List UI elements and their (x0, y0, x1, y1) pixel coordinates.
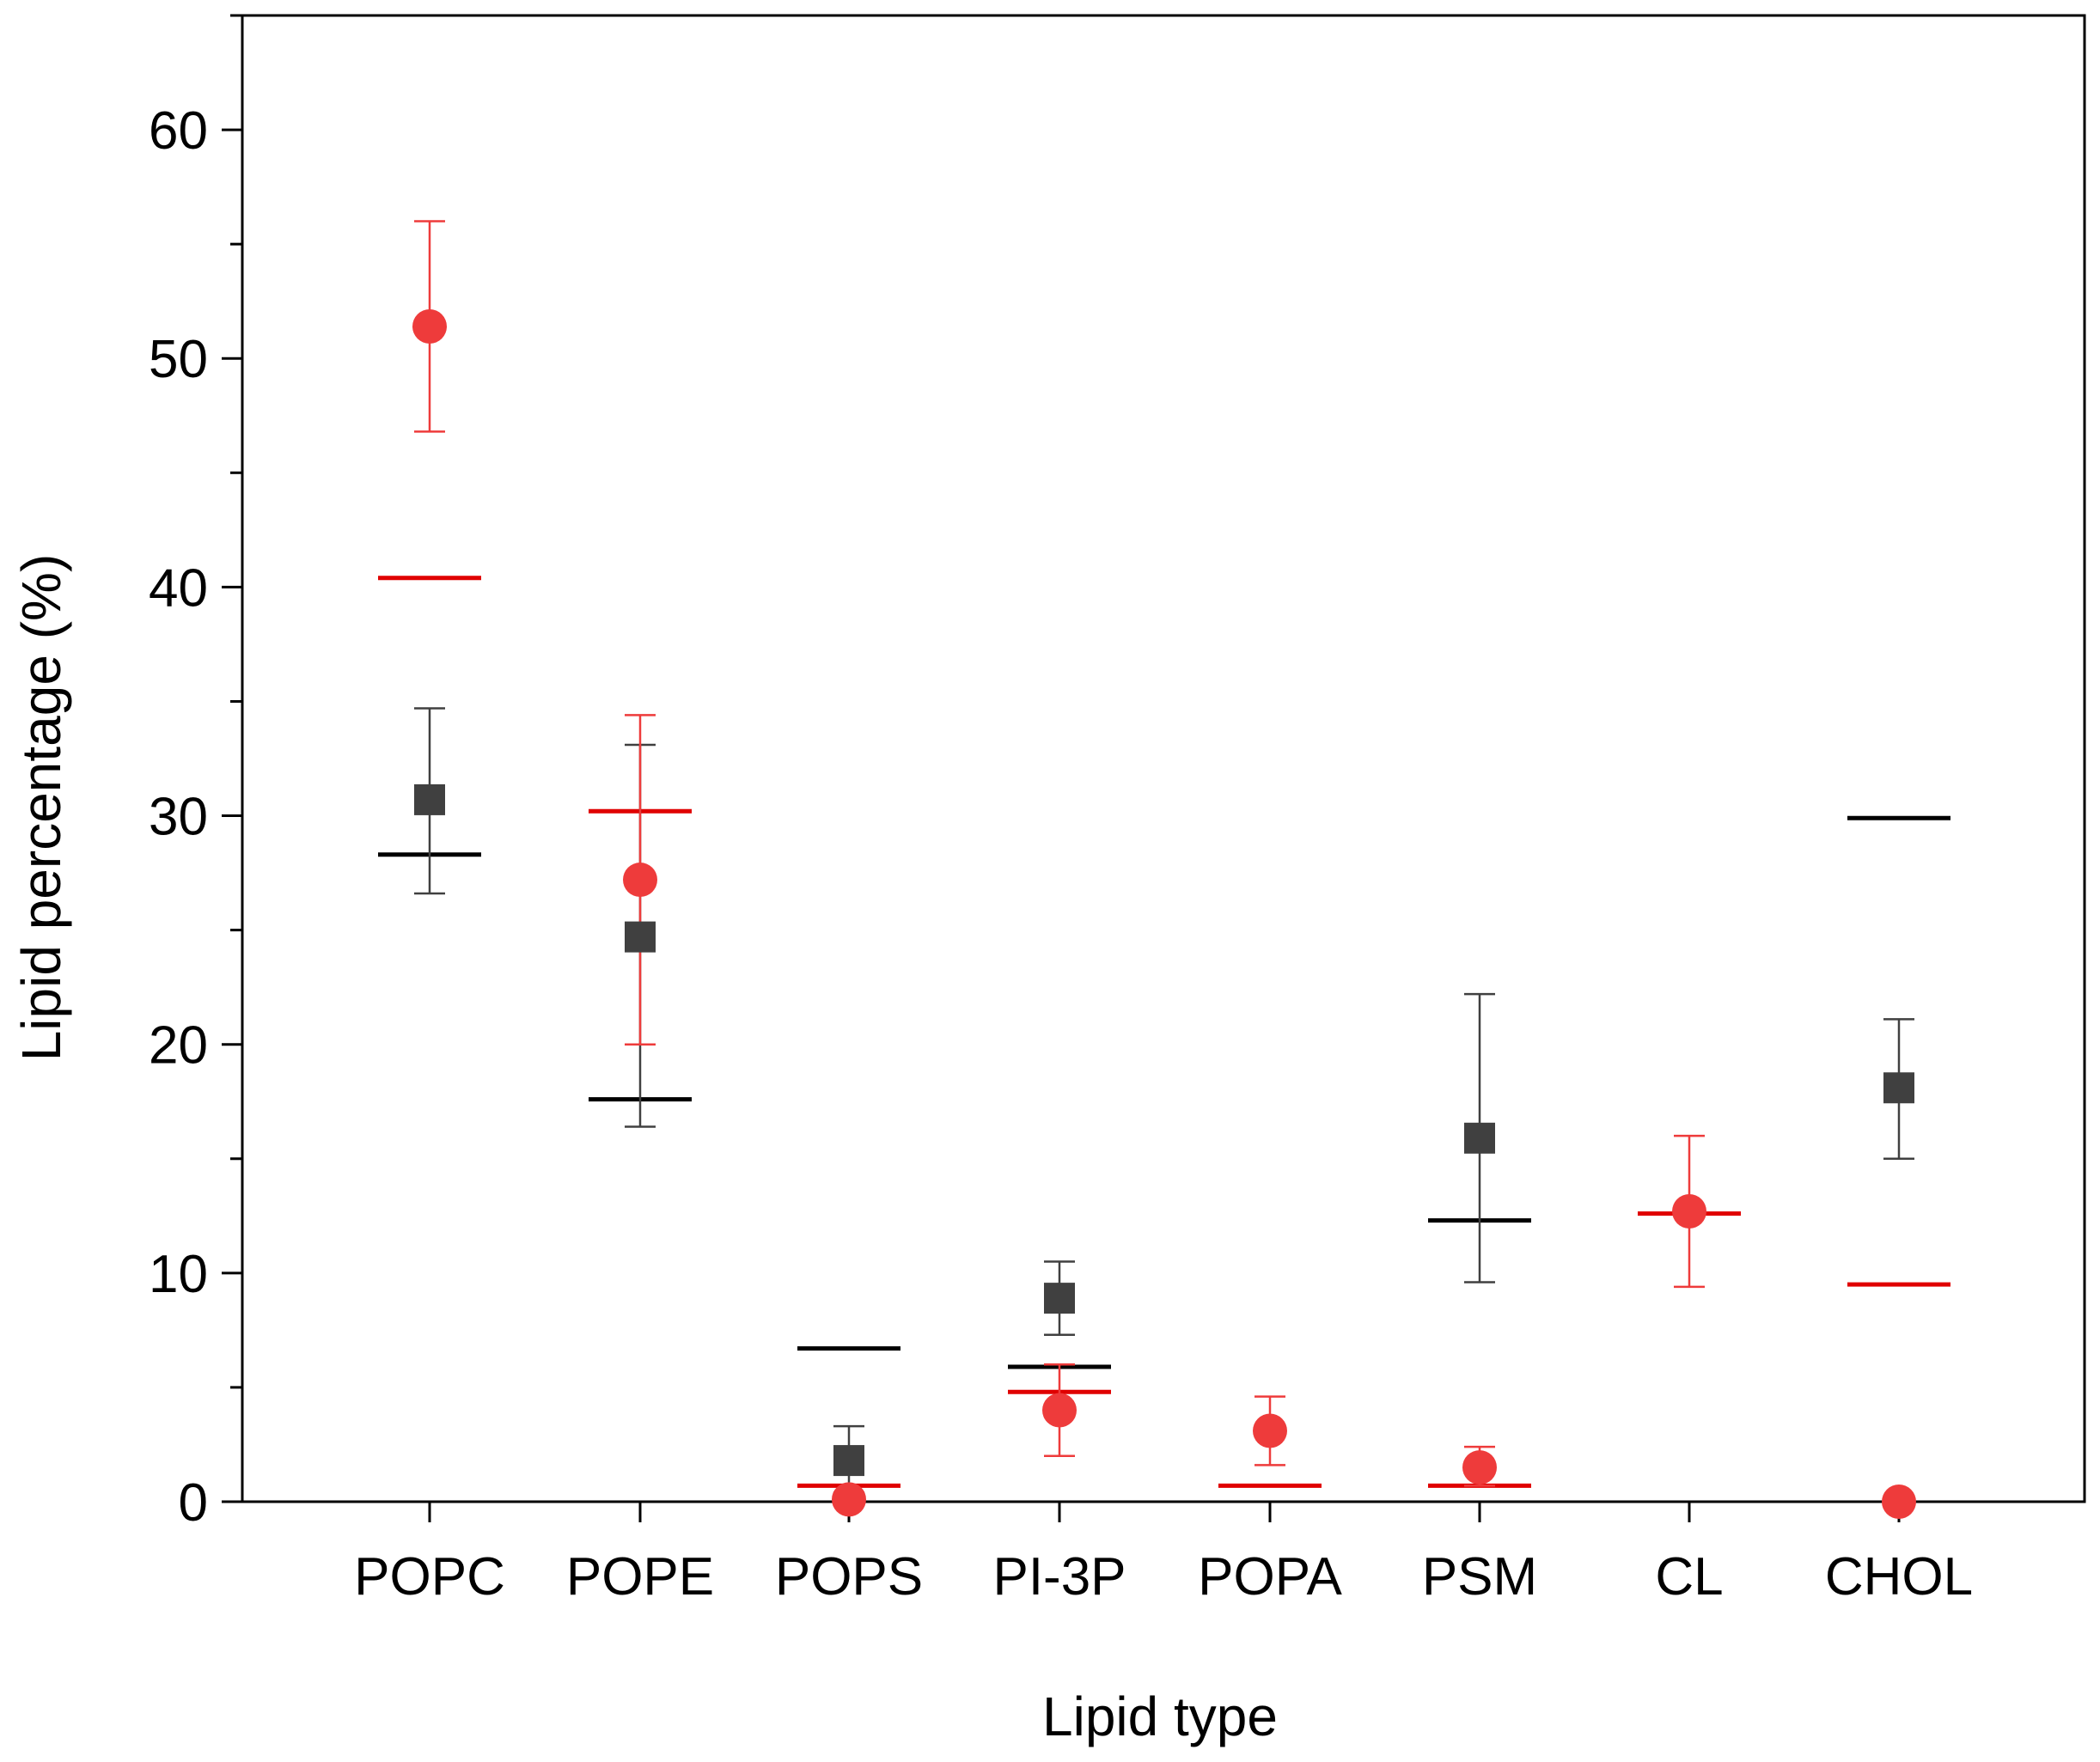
data-point-square (1044, 1283, 1075, 1314)
y-axis: 0 10 20 30 40 50 60 (149, 14, 242, 1533)
data-point-square (1464, 1122, 1495, 1154)
data-point-circle (623, 863, 657, 898)
y-axis-title: Lipid percentage (%) (10, 554, 72, 1062)
plot-area-frame (241, 14, 2086, 1503)
x-tick-label-psm: PSM (1422, 1547, 1537, 1607)
data-point-square (833, 1445, 864, 1477)
data-point-circle (1042, 1393, 1077, 1428)
x-tick-label-popa: POPA (1198, 1547, 1342, 1607)
x-tick-label-popc: POPC (354, 1547, 505, 1607)
x-axis-title: Lipid type (1042, 1686, 1278, 1747)
y-tick-label: 40 (149, 558, 208, 618)
data-point-circle (1882, 1485, 1916, 1519)
data-point-square (1883, 1072, 1914, 1104)
data-point-square (414, 783, 445, 815)
y-tick-label: 0 (179, 1473, 208, 1533)
y-tick-label: 30 (149, 788, 208, 847)
y-tick-label: 10 (149, 1245, 208, 1304)
x-tick-label-pi-3p: PI-3P (992, 1547, 1126, 1607)
y-tick-label: 60 (149, 101, 208, 161)
x-tick-label-pope: POPE (566, 1547, 714, 1607)
data-point-circle (1253, 1413, 1287, 1448)
x-tick-label-cl: CL (1655, 1547, 1723, 1607)
data-point-circle (412, 308, 447, 344)
data-point-circle (1672, 1193, 1706, 1229)
reference-lines (378, 576, 1950, 1488)
error-bars (414, 220, 1914, 1494)
data-point-circle (1462, 1450, 1497, 1485)
data-point-circle (832, 1482, 866, 1517)
data-point-square (625, 921, 656, 953)
x-tick-label-pops: POPS (775, 1547, 923, 1607)
data-markers (412, 308, 1916, 1519)
x-axis: POPC POPE POPS PI-3P POPA PSM CL CHOL (354, 1502, 1973, 1607)
y-tick-label: 50 (149, 330, 208, 389)
x-tick-label-chol: CHOL (1825, 1547, 1973, 1607)
y-tick-label: 20 (149, 1016, 208, 1076)
